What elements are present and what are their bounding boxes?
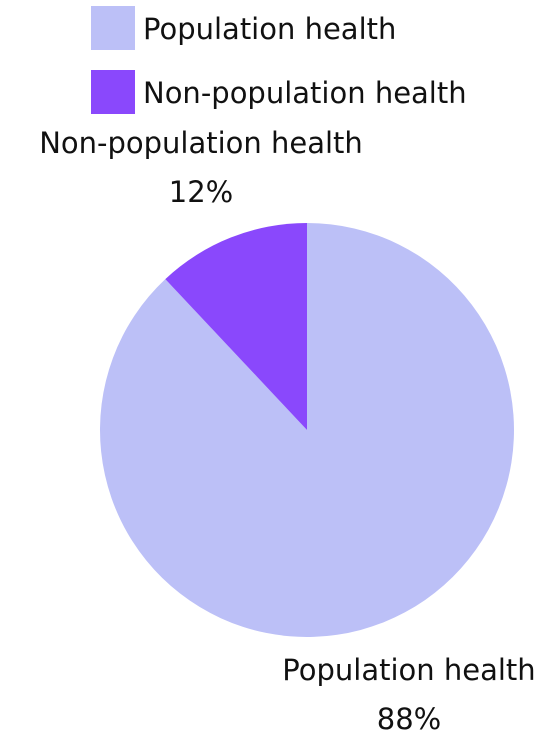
slice-label-population-health-value: 88% — [377, 702, 441, 736]
legend-label-non-population-health: Non-population health — [143, 76, 467, 110]
legend-swatch-non-population-health — [91, 70, 135, 114]
legend: Population health Non-population health — [91, 6, 467, 114]
pie — [99, 223, 514, 638]
legend-label-population-health: Population health — [143, 12, 396, 46]
pie-slice-population-health — [99, 223, 514, 638]
slice-label-population-health-name: Population health — [282, 653, 535, 687]
slice-label-non-population-health-value: 12% — [169, 175, 233, 209]
data-labels: Non-population health 12% Population hea… — [39, 126, 536, 736]
slice-label-non-population-health-name: Non-population health — [39, 126, 363, 160]
pie-slice-non-population-health — [165, 223, 307, 430]
legend-item-population-health: Population health — [91, 6, 396, 50]
legend-item-non-population-health: Non-population health — [91, 70, 467, 114]
legend-swatch-population-health — [91, 6, 135, 50]
